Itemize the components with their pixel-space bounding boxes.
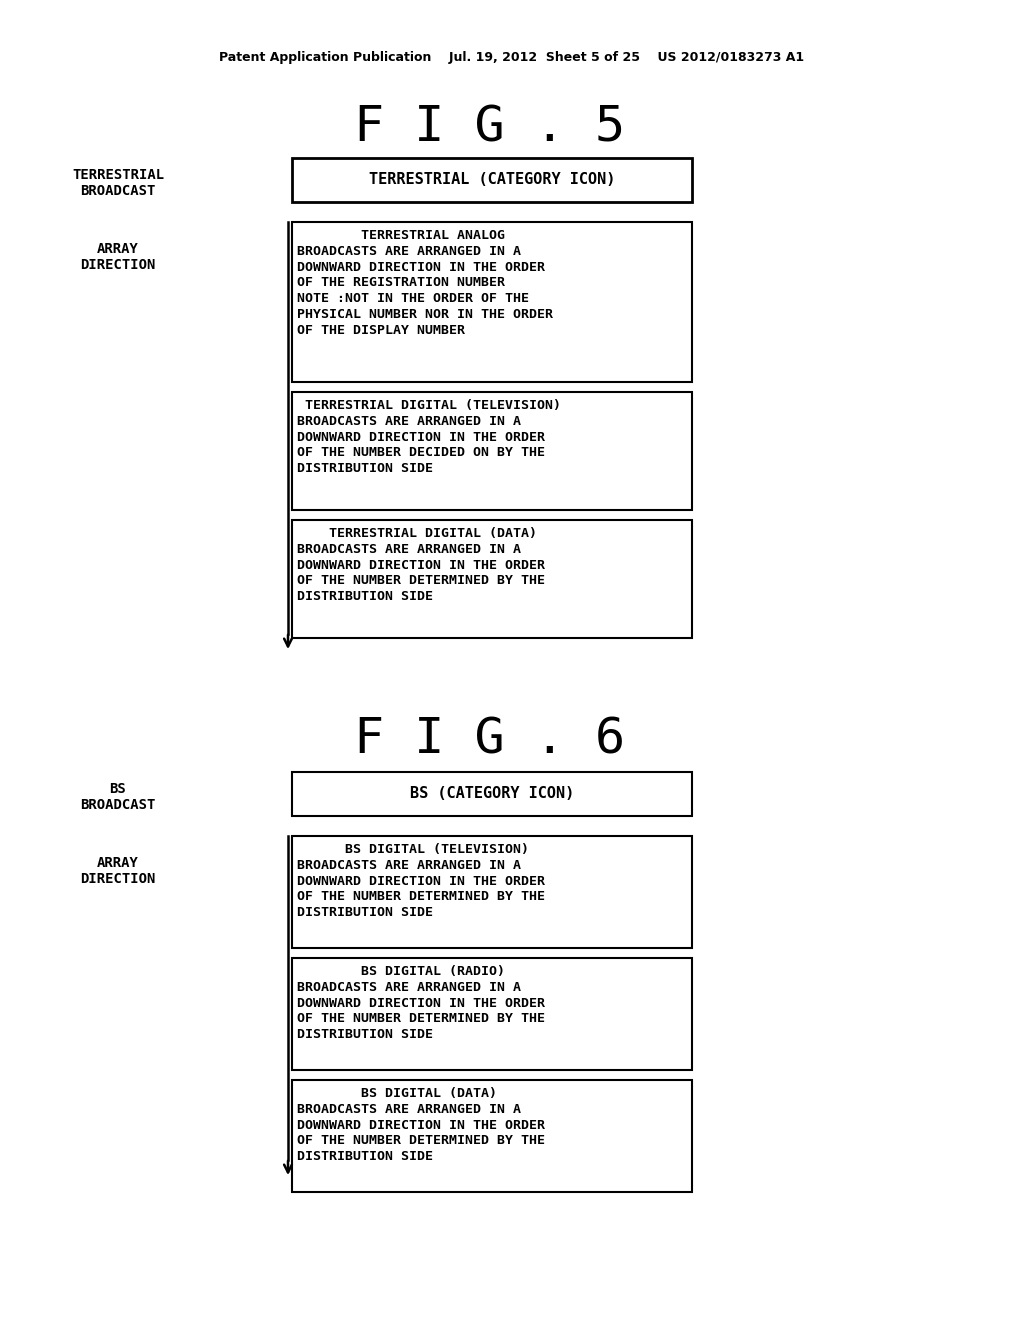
Bar <box>292 1080 692 1192</box>
Bar <box>292 520 692 638</box>
Text: BS
BROADCAST: BS BROADCAST <box>80 781 156 812</box>
Text: TERRESTRIAL DIGITAL (DATA)
BROADCASTS ARE ARRANGED IN A
DOWNWARD DIRECTION IN TH: TERRESTRIAL DIGITAL (DATA) BROADCASTS AR… <box>297 527 545 603</box>
Text: F I G . 6: F I G . 6 <box>354 715 626 764</box>
Text: BS DIGITAL (RADIO)
BROADCASTS ARE ARRANGED IN A
DOWNWARD DIRECTION IN THE ORDER
: BS DIGITAL (RADIO) BROADCASTS ARE ARRANG… <box>297 965 545 1041</box>
Bar <box>292 222 692 381</box>
Bar <box>292 158 692 202</box>
Text: ARRAY
DIRECTION: ARRAY DIRECTION <box>80 242 156 272</box>
Bar <box>292 836 692 948</box>
Text: BS DIGITAL (DATA)
BROADCASTS ARE ARRANGED IN A
DOWNWARD DIRECTION IN THE ORDER
O: BS DIGITAL (DATA) BROADCASTS ARE ARRANGE… <box>297 1086 545 1163</box>
Text: F I G . 5: F I G . 5 <box>354 104 626 152</box>
Text: TERRESTRIAL ANALOG
BROADCASTS ARE ARRANGED IN A
DOWNWARD DIRECTION IN THE ORDER
: TERRESTRIAL ANALOG BROADCASTS ARE ARRANG… <box>297 228 553 337</box>
Text: ARRAY
DIRECTION: ARRAY DIRECTION <box>80 855 156 886</box>
Bar <box>292 392 692 510</box>
Bar <box>292 772 692 816</box>
Text: BS (CATEGORY ICON): BS (CATEGORY ICON) <box>410 787 574 801</box>
Bar <box>292 958 692 1071</box>
Text: TERRESTRIAL (CATEGORY ICON): TERRESTRIAL (CATEGORY ICON) <box>369 173 615 187</box>
Text: BS DIGITAL (TELEVISION)
BROADCASTS ARE ARRANGED IN A
DOWNWARD DIRECTION IN THE O: BS DIGITAL (TELEVISION) BROADCASTS ARE A… <box>297 843 545 919</box>
Text: Patent Application Publication    Jul. 19, 2012  Sheet 5 of 25    US 2012/018327: Patent Application Publication Jul. 19, … <box>219 51 805 65</box>
Text: TERRESTRIAL DIGITAL (TELEVISION)
BROADCASTS ARE ARRANGED IN A
DOWNWARD DIRECTION: TERRESTRIAL DIGITAL (TELEVISION) BROADCA… <box>297 399 561 475</box>
Text: TERRESTRIAL
BROADCAST: TERRESTRIAL BROADCAST <box>72 168 164 198</box>
